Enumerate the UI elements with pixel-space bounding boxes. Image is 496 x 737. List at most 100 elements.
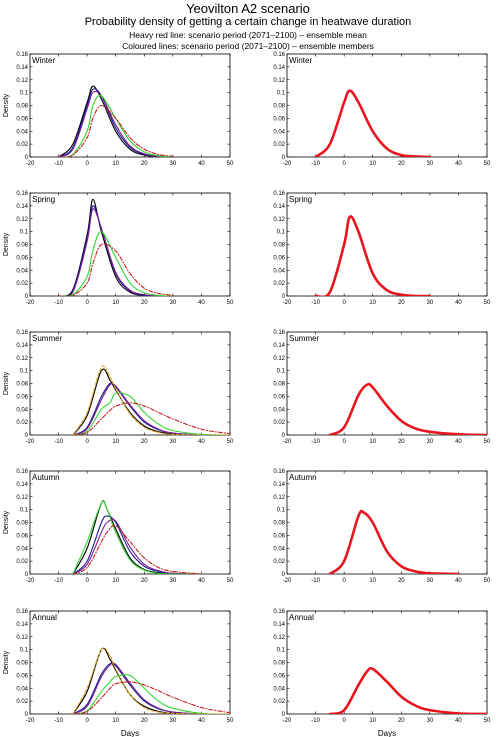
x-tick-label: -20 bbox=[26, 161, 35, 167]
x-tick-label: 30 bbox=[427, 718, 434, 724]
x-tick-label: -20 bbox=[283, 718, 292, 724]
y-tick-label: 0 bbox=[25, 433, 29, 439]
panel-summer-members: -20 -10 0 10 20 30 40 50 0 0.02 0.04 0.06 0.08 0.1 0.1… bbox=[3, 330, 234, 445]
x-tick-label: 20 bbox=[141, 718, 148, 724]
y-tick-label: 0.04 bbox=[16, 268, 28, 274]
y-tick-label: 0.12 bbox=[273, 356, 285, 362]
x-tick-label: 0 bbox=[342, 300, 346, 306]
x-tick-label: 40 bbox=[455, 161, 462, 167]
y-tick-label: 0.12 bbox=[16, 356, 28, 362]
x-tick-label: 0 bbox=[85, 718, 89, 724]
y-tick-label: 0.04 bbox=[273, 686, 285, 692]
x-tick-label: 10 bbox=[369, 161, 376, 167]
y-tick-label: 0.1 bbox=[20, 648, 29, 654]
y-tick-label: 0.14 bbox=[273, 343, 285, 349]
ensemble-mean-line bbox=[328, 382, 487, 435]
member-series-line bbox=[72, 392, 230, 435]
x-tick-label: 10 bbox=[112, 300, 119, 306]
y-axis-label: Density bbox=[3, 93, 10, 117]
x-tick-label: 20 bbox=[398, 161, 405, 167]
y-tick-label: 0.08 bbox=[273, 382, 285, 388]
x-tick-label: 10 bbox=[112, 718, 119, 724]
x-tick-label: 20 bbox=[398, 718, 405, 724]
x-tick-label: -10 bbox=[311, 161, 320, 167]
member-series-line bbox=[58, 208, 174, 296]
x-tick-label: 50 bbox=[484, 300, 491, 306]
x-tick-label: 40 bbox=[455, 578, 462, 584]
y-tick-label: 0.12 bbox=[16, 495, 28, 501]
y-tick-label: 0.02 bbox=[273, 281, 285, 287]
series-group bbox=[328, 509, 460, 574]
series-group bbox=[328, 382, 487, 435]
x-tick-label: 40 bbox=[198, 439, 205, 445]
x-tick-label: 0 bbox=[85, 161, 89, 167]
y-tick-label: 0.06 bbox=[16, 533, 28, 539]
x-tick-label: 50 bbox=[227, 439, 234, 445]
ensemble-mean-line bbox=[314, 89, 432, 157]
x-tick-label: 0 bbox=[85, 439, 89, 445]
y-tick-label: 0 bbox=[25, 572, 29, 578]
panel-autumn-mean: -20 -10 0 10 20 30 40 50 0 0.02 0.04 0.06 0.08 0.1 0.1… bbox=[273, 469, 491, 584]
y-tick-label: 0.16 bbox=[16, 52, 28, 58]
x-tick-label: 10 bbox=[112, 578, 119, 584]
y-tick-label: 0.12 bbox=[16, 78, 28, 84]
y-tick-label: 0.1 bbox=[277, 648, 286, 654]
x-tick-label: 50 bbox=[484, 161, 491, 167]
x-tick-label: -10 bbox=[54, 300, 63, 306]
x-tick-label: 30 bbox=[170, 578, 177, 584]
y-tick-label: 0.06 bbox=[273, 673, 285, 679]
y-tick-label: 0.02 bbox=[273, 420, 285, 426]
member-series-line bbox=[72, 402, 230, 435]
y-tick-label: 0.04 bbox=[273, 407, 285, 413]
plot-frame bbox=[286, 470, 488, 575]
panel-spring-mean: -20 -10 0 10 20 30 40 50 0 0.02 0.04 0.06 0.08 0.1 0.1… bbox=[273, 191, 491, 306]
y-tick-label: 0.08 bbox=[16, 521, 28, 527]
y-tick-label: 0.02 bbox=[16, 420, 28, 426]
y-axis-label: Density bbox=[3, 371, 10, 395]
y-tick-label: 0.1 bbox=[20, 508, 29, 514]
x-tick-label: 20 bbox=[141, 439, 148, 445]
x-tick-label: 10 bbox=[369, 300, 376, 306]
x-tick-label: 0 bbox=[342, 161, 346, 167]
y-tick-label: 0 bbox=[25, 294, 29, 300]
y-tick-label: 0.08 bbox=[273, 661, 285, 667]
plot-frame bbox=[286, 331, 488, 436]
y-axis-label: Density bbox=[3, 650, 10, 674]
x-tick-label: 40 bbox=[198, 578, 205, 584]
x-tick-label: -20 bbox=[283, 439, 292, 445]
y-tick-label: 0.04 bbox=[273, 129, 285, 135]
y-tick-label: 0.16 bbox=[16, 469, 28, 475]
x-tick-label: 20 bbox=[141, 161, 148, 167]
y-tick-label: 0.06 bbox=[16, 673, 28, 679]
x-tick-label: 50 bbox=[484, 439, 491, 445]
y-tick-label: 0 bbox=[282, 294, 286, 300]
y-tick-label: 0 bbox=[282, 155, 286, 161]
x-tick-label: 30 bbox=[170, 439, 177, 445]
season-label: Annual bbox=[289, 613, 314, 622]
season-label: Autumn bbox=[32, 473, 60, 482]
y-tick-label: 0.04 bbox=[16, 129, 28, 135]
x-tick-label: -10 bbox=[54, 718, 63, 724]
season-label: Summer bbox=[289, 334, 320, 343]
member-series-line bbox=[58, 243, 174, 296]
y-tick-label: 0.12 bbox=[273, 635, 285, 641]
panel-winter-members: -20 -10 0 10 20 30 40 50 0 0.02 0.04 0.06 0.08 0.1 0.1… bbox=[3, 52, 234, 167]
y-tick-label: 0.1 bbox=[20, 91, 29, 97]
panel-annual-members: -20 -10 0 10 20 30 40 50 0 0.02 0.04 0.06 0.08 0.1 0.1… bbox=[3, 609, 234, 737]
y-tick-label: 0.14 bbox=[16, 343, 28, 349]
y-tick-label: 0 bbox=[282, 712, 286, 718]
y-tick-label: 0.04 bbox=[273, 546, 285, 552]
y-tick-label: 0.02 bbox=[16, 142, 28, 148]
y-tick-label: 0.12 bbox=[273, 78, 285, 84]
member-series-line bbox=[72, 500, 202, 574]
x-axis-label: Days bbox=[378, 729, 396, 737]
y-tick-label: 0.16 bbox=[273, 191, 285, 197]
x-tick-label: 20 bbox=[398, 439, 405, 445]
x-tick-label: 30 bbox=[170, 718, 177, 724]
x-tick-label: 30 bbox=[427, 578, 434, 584]
x-tick-label: 40 bbox=[455, 718, 462, 724]
y-tick-label: 0.14 bbox=[16, 482, 28, 488]
y-tick-label: 0.02 bbox=[273, 142, 285, 148]
series-group bbox=[72, 500, 202, 574]
